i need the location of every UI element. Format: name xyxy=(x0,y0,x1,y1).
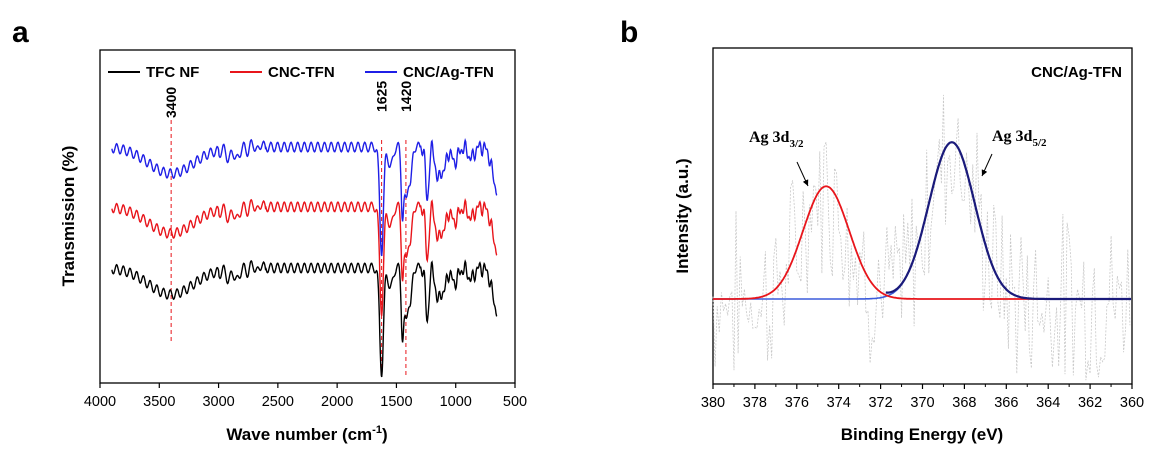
xps-x-tick-label: 374 xyxy=(827,395,851,411)
xps-x-axis-title: Binding Energy (eV) xyxy=(841,425,1003,444)
ftir-x-tick-label: 1500 xyxy=(380,394,412,410)
ftir-peak-annotation: 3400 xyxy=(163,87,179,118)
xps-x-tick-label: 364 xyxy=(1036,395,1060,411)
xps-x-tick-label: 372 xyxy=(868,395,892,411)
ftir-x-axis-title: Wave number (cm-1) xyxy=(226,424,387,444)
xps-chart-title: CNC/Ag-TFN xyxy=(1031,64,1122,81)
ftir-legend: TFC NF CNC-TFN CNC/Ag-TFN xyxy=(108,64,494,81)
xps-peak-arrow xyxy=(796,161,809,187)
xps-plot-frame xyxy=(712,47,1133,385)
xps-x-tick-label: 378 xyxy=(743,395,767,411)
xps-raw-data-line xyxy=(712,94,1131,381)
legend-label-cnc-ag-tfn: CNC/Ag-TFN xyxy=(403,64,494,81)
xps-x-tick-label: 376 xyxy=(785,395,809,411)
ftir-x-tick-label: 1000 xyxy=(440,394,472,410)
ftir-x-tick-label: 4000 xyxy=(84,394,116,410)
ftir-peak-annotation: 1420 xyxy=(398,81,414,112)
ftir-series-line xyxy=(111,137,498,257)
xps-envelope-line xyxy=(885,141,1131,301)
xps-y-axis-title: Intensity (a.u.) xyxy=(673,158,692,273)
xps-x-tick-label: 368 xyxy=(952,395,976,411)
xps-x-tick-label: 370 xyxy=(910,395,934,411)
ftir-x-tick-label: 3500 xyxy=(143,394,175,410)
ftir-series-line xyxy=(111,197,498,316)
ftir-x-tick-label: 2500 xyxy=(262,394,294,410)
ftir-plot-frame xyxy=(99,49,516,384)
xps-chart: 380 378 376 374 372 370 368 366 364 362 360 CNC/Ag… xyxy=(673,47,1144,444)
legend-label-cnc-tfn: CNC-TFN xyxy=(268,64,335,81)
xps-peak-label: Ag 3d5/2 xyxy=(992,128,1047,149)
ftir-x-tick-label: 3000 xyxy=(202,394,234,410)
ftir-series-line xyxy=(111,259,498,378)
xps-x-tick-label: 360 xyxy=(1120,395,1144,411)
xps-x-tick-label: 366 xyxy=(994,395,1018,411)
xps-x-tick-label: 380 xyxy=(701,395,725,411)
xps-x-tick-label: 362 xyxy=(1078,395,1102,411)
ftir-peak-annotation: 1625 xyxy=(374,81,390,112)
xps-fit-5-2-line xyxy=(713,141,1131,300)
panel-a-letter: a xyxy=(12,16,29,49)
xps-peak-label: Ag 3d3/2 xyxy=(749,129,804,150)
ftir-x-tick-label: 2000 xyxy=(321,394,353,410)
panel-b-letter: b xyxy=(620,16,638,49)
legend-label-tfc-nf: TFC NF xyxy=(146,64,199,81)
ftir-y-axis-title: Transmission (%) xyxy=(59,146,78,287)
xps-peak-arrow xyxy=(981,153,993,177)
ftir-chart: TFC NF CNC-TFN CNC/Ag-TFN 3400 1625 1420 4… xyxy=(59,49,527,444)
ftir-x-tick-label: 500 xyxy=(503,394,527,410)
